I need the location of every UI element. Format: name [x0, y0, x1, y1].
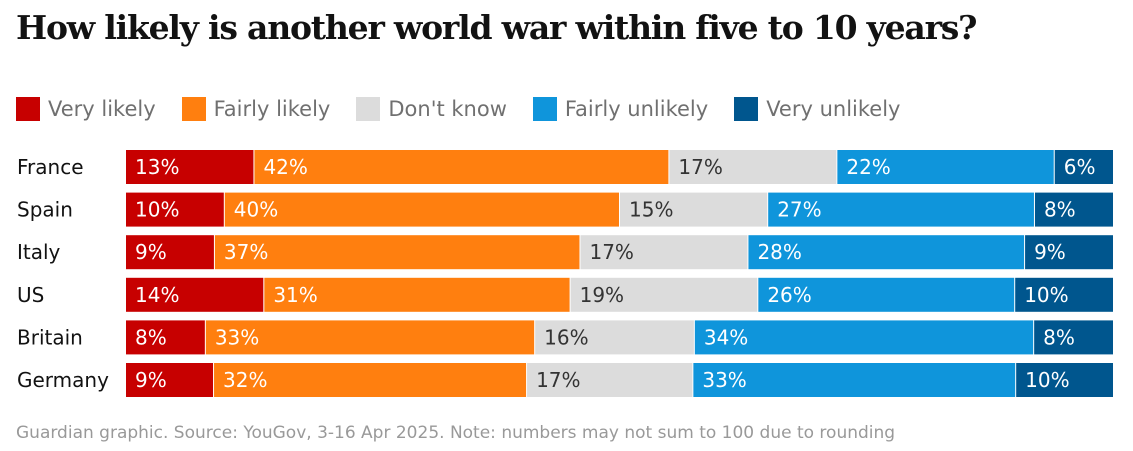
- legend-item-fairly-likely: Fairly likely: [181, 97, 331, 121]
- data-label-germany-don-t-know: 17%: [536, 368, 580, 392]
- bar-row-germany: Germany 9% 32% 17% 33% 10%: [17, 363, 1113, 397]
- legend-item-dont-know: Don't know: [356, 97, 507, 121]
- bar-segment-us-don-t-know: [570, 277, 758, 312]
- bar-row-france: France 13% 42% 17% 22% 6%: [17, 150, 1113, 184]
- bar-segment-us-very-unlikely: [1015, 277, 1113, 312]
- data-label-spain-fairly-likely: 40%: [234, 198, 278, 222]
- data-label-britain-very-unlikely: 8%: [1043, 325, 1075, 349]
- bar-segment-italy-fairly-unlikely: [748, 235, 1025, 270]
- bar-row-britain: Britain 8% 33% 16% 34% 8%: [17, 320, 1113, 355]
- legend-label-dont-know: Don't know: [388, 97, 507, 121]
- bar-segment-germany-very-unlikely: [1016, 363, 1113, 397]
- data-label-italy-don-t-know: 17%: [589, 240, 633, 264]
- data-label-italy-fairly-unlikely: 28%: [757, 240, 801, 264]
- data-label-germany-fairly-likely: 32%: [223, 368, 267, 392]
- bar-segment-france-very-unlikely: [1054, 150, 1113, 184]
- legend-label-fairly-unlikely: Fairly unlikely: [564, 97, 709, 121]
- bar-segment-us-very-likely: [126, 277, 264, 312]
- bar-segment-spain-don-t-know: [620, 192, 768, 227]
- bar-segment-germany-fairly-likely: [214, 363, 527, 397]
- data-label-spain-very-likely: 10%: [135, 198, 179, 222]
- data-label-france-fairly-likely: 42%: [263, 155, 307, 179]
- bar-segment-spain-fairly-likely: [224, 192, 620, 227]
- data-label-france-fairly-unlikely: 22%: [846, 155, 890, 179]
- legend-swatch-dont-know: [356, 97, 381, 121]
- data-label-us-fairly-unlikely: 26%: [767, 283, 811, 307]
- bar-segment-us-fairly-likely: [264, 277, 570, 312]
- bar-segment-spain-fairly-unlikely: [768, 192, 1034, 227]
- data-label-italy-very-likely: 9%: [135, 240, 167, 264]
- legend-label-fairly-likely: Fairly likely: [213, 97, 331, 121]
- category-label-britain: Britain: [17, 325, 83, 349]
- bar-segment-france-don-t-know: [669, 150, 837, 184]
- data-label-italy-fairly-likely: 37%: [224, 240, 268, 264]
- data-label-us-fairly-likely: 31%: [273, 283, 317, 307]
- chart-footer-source: Guardian graphic. Source: YouGov, 3-16 A…: [16, 423, 896, 443]
- data-label-france-very-unlikely: 6%: [1064, 155, 1096, 179]
- legend-swatch-fairly-likely: [181, 97, 206, 121]
- data-label-britain-very-likely: 8%: [135, 325, 167, 349]
- bar-segment-britain-fairly-unlikely: [694, 320, 1034, 355]
- category-label-spain: Spain: [17, 198, 73, 222]
- bar-segment-britain-very-likely: [126, 320, 205, 355]
- bar-row-us: US 14% 31% 19% 26% 10%: [17, 277, 1113, 312]
- legend-item-fairly-unlikely: Fairly unlikely: [532, 97, 709, 121]
- data-label-us-very-likely: 14%: [135, 283, 179, 307]
- chart-legend: Very likely Fairly likely Don't know Fai…: [16, 94, 926, 124]
- data-label-italy-very-unlikely: 9%: [1034, 240, 1066, 264]
- bar-row-spain: Spain 10% 40% 15% 27% 8%: [17, 192, 1113, 227]
- bar-row-italy: Italy 9% 37% 17% 28% 9%: [17, 235, 1113, 270]
- bar-segment-us-fairly-unlikely: [758, 277, 1015, 312]
- data-label-germany-fairly-unlikely: 33%: [702, 368, 746, 392]
- legend-swatch-very-likely: [16, 97, 40, 121]
- legend-item-very-likely: Very likely: [16, 97, 156, 121]
- bar-segment-germany-fairly-unlikely: [693, 363, 1016, 397]
- bar-segment-france-very-likely: [126, 150, 254, 184]
- bar-segment-italy-don-t-know: [580, 235, 748, 270]
- category-label-italy: Italy: [17, 240, 61, 264]
- data-label-britain-don-t-know: 16%: [544, 325, 588, 349]
- bar-segment-france-fairly-likely: [254, 150, 669, 184]
- bar-segment-france-fairly-unlikely: [837, 150, 1054, 184]
- data-label-france-very-likely: 13%: [135, 155, 179, 179]
- bar-segment-germany-very-likely: [126, 363, 214, 397]
- bar-segment-britain-very-unlikely: [1034, 320, 1113, 355]
- category-label-france: France: [17, 155, 84, 179]
- legend-swatch-very-unlikely: [734, 97, 759, 121]
- data-label-us-don-t-know: 19%: [580, 283, 624, 307]
- category-label-us: US: [17, 283, 44, 307]
- data-label-spain-don-t-know: 15%: [629, 198, 673, 222]
- data-label-germany-very-likely: 9%: [135, 368, 167, 392]
- legend-item-very-unlikely: Very unlikely: [734, 97, 900, 121]
- bar-segment-italy-very-likely: [126, 235, 214, 270]
- legend-swatch-fairly-unlikely: [532, 97, 557, 121]
- chart-title: How likely is another world war within f…: [16, 8, 977, 47]
- bar-segment-britain-don-t-know: [535, 320, 694, 355]
- legend-label-very-likely: Very likely: [48, 97, 156, 121]
- data-label-britain-fairly-likely: 33%: [215, 325, 259, 349]
- bar-segment-spain-very-likely: [126, 192, 224, 227]
- data-label-france-don-t-know: 17%: [678, 155, 722, 179]
- data-label-germany-very-unlikely: 10%: [1025, 368, 1069, 392]
- legend-label-very-unlikely: Very unlikely: [766, 97, 901, 121]
- data-label-us-very-unlikely: 10%: [1024, 283, 1068, 307]
- bar-segment-italy-very-unlikely: [1025, 235, 1113, 270]
- stacked-bar-chart: France 13% 42% 17% 22% 6% Spain 10% 40% 15% 27% 8% I…: [17, 150, 1113, 397]
- data-label-britain-fairly-unlikely: 34%: [704, 325, 748, 349]
- bar-segment-spain-very-unlikely: [1034, 192, 1113, 227]
- category-label-germany: Germany: [17, 368, 109, 392]
- data-label-spain-fairly-unlikely: 27%: [777, 198, 821, 222]
- data-label-spain-very-unlikely: 8%: [1044, 198, 1076, 222]
- bar-segment-germany-don-t-know: [527, 363, 693, 397]
- bar-segment-britain-fairly-likely: [205, 320, 535, 355]
- bar-segment-italy-fairly-likely: [214, 235, 580, 270]
